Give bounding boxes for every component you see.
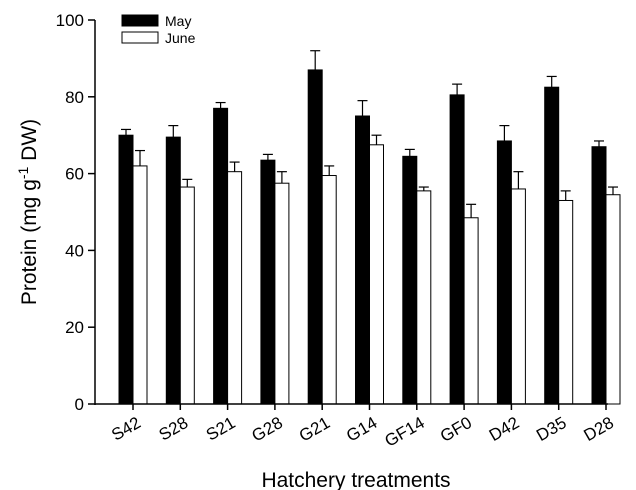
legend-label-june: June — [165, 30, 196, 46]
bar-june-gf14 — [416, 190, 432, 405]
plot-marks — [118, 50, 621, 405]
bar-june-g21 — [321, 175, 337, 405]
x-tick-label-d28: D28 — [580, 413, 617, 445]
x-tick-label-s42: S42 — [108, 413, 144, 445]
bar-may-d35 — [544, 86, 560, 405]
bar-may-s28 — [165, 136, 181, 405]
bar-june-g28 — [274, 182, 290, 405]
bar-may-gf14 — [402, 155, 418, 405]
x-tick-label-g14: G14 — [343, 413, 380, 446]
y-axis-title-superscript: -1 — [15, 166, 31, 179]
bar-june-d42 — [510, 188, 526, 405]
bar-may-g14 — [355, 115, 370, 405]
x-tick-label-s28: S28 — [156, 413, 192, 445]
x-tick-label-gf14: GF14 — [381, 413, 427, 451]
bar-june-d35 — [558, 199, 574, 405]
y-axis-title-suffix: DW) — [18, 119, 41, 167]
bar-may-s21 — [213, 107, 229, 405]
bar-may-d28 — [591, 146, 607, 405]
bar-june-d28 — [605, 194, 621, 405]
x-tick-label-g28: G28 — [249, 413, 286, 446]
bar-june-s42 — [132, 165, 148, 405]
bar-june-s28 — [179, 186, 195, 405]
y-tick-label-100: 100 — [56, 11, 84, 30]
legend-label-may: May — [165, 13, 191, 29]
bar-may-s42 — [118, 134, 134, 405]
y-tick-label-0: 0 — [75, 395, 84, 414]
x-tick-label-s21: S21 — [203, 413, 239, 445]
y-tick-label-80: 80 — [65, 88, 84, 107]
bar-june-gf0 — [463, 217, 479, 405]
y-axis-title: Protein (mg g-1 DW) — [15, 119, 41, 305]
bar-june-g14 — [369, 144, 384, 405]
bar-may-g21 — [307, 69, 323, 405]
x-tick-label-gf0: GF0 — [437, 413, 475, 446]
y-tick-label-40: 40 — [65, 241, 84, 260]
legend-swatch-may — [121, 14, 159, 27]
bar-may-d42 — [496, 140, 512, 405]
x-tick-label-g21: G21 — [296, 413, 333, 446]
y-tick-label-20: 20 — [65, 318, 84, 337]
legend-swatch-june — [121, 31, 159, 44]
x-tick-label-d35: D35 — [533, 413, 570, 445]
y-axis-title-prefix: Protein (mg g — [18, 179, 41, 305]
x-axis-title: Hatchery treatments — [261, 469, 450, 490]
y-tick-label-60: 60 — [65, 165, 84, 184]
x-tick-label-d42: D42 — [486, 413, 523, 445]
bar-may-gf0 — [449, 94, 465, 405]
bar-june-s21 — [227, 171, 243, 405]
bar-may-g28 — [260, 159, 276, 405]
